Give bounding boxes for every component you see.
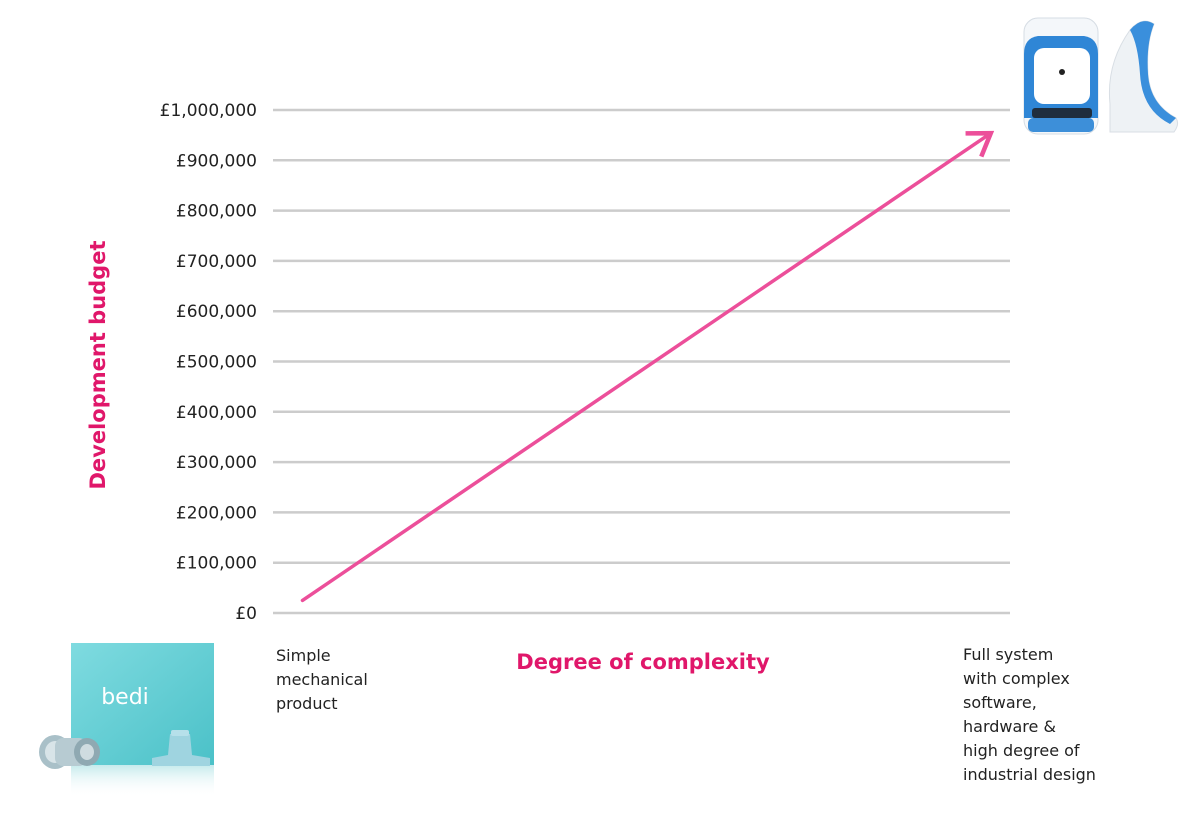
y-tick-label: £600,000 (176, 302, 257, 322)
trend-arrow (300, 130, 995, 603)
x-annotation-high: Full system with complex software, hardw… (963, 645, 1096, 784)
x-axis-title: Degree of complexity (516, 650, 770, 674)
trend-arrow-group (300, 130, 995, 603)
connector-icon (152, 730, 210, 766)
y-tick-label: £400,000 (176, 403, 257, 423)
product-box-brand: bedi (101, 685, 149, 710)
product-reflection (71, 765, 214, 797)
y-tick-label: £800,000 (176, 202, 257, 222)
complex-product-image (1023, 17, 1179, 135)
x-annotation-low: Simple mechanical product (276, 646, 368, 713)
handheld-device-icon (1108, 20, 1179, 133)
scanner-device-icon (1023, 17, 1099, 135)
y-tick-label: £900,000 (176, 151, 257, 171)
y-tick-label: £100,000 (176, 554, 257, 574)
earplug-icon (39, 735, 100, 769)
y-tick-label: £0 (235, 604, 257, 624)
y-tick-label: £1,000,000 (160, 101, 257, 121)
y-tick-label: £200,000 (176, 503, 257, 523)
y-axis-title: Development budget (86, 240, 110, 489)
y-tick-labels: £0 £100,000 £200,000 £300,000 £400,000 £500,0… (160, 101, 257, 624)
y-tick-label: £700,000 (176, 252, 257, 272)
y-tick-label: £300,000 (176, 453, 257, 473)
y-tick-label: £500,000 (176, 353, 257, 373)
grid-lines (273, 108, 1010, 615)
simple-product-image: bedi (39, 643, 214, 797)
